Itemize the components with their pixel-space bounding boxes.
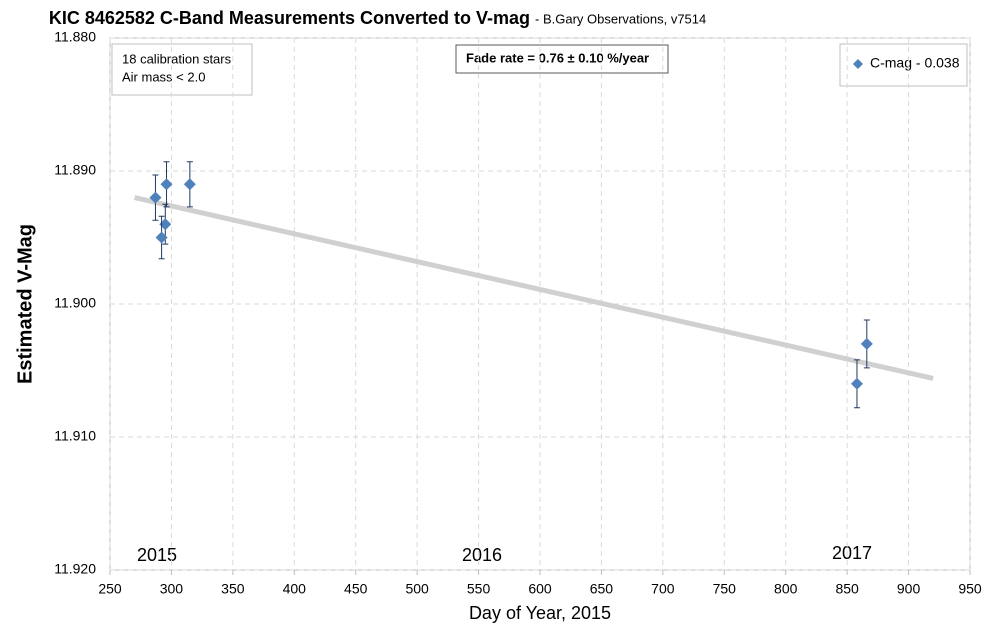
annotation: Air mass < 2.0 — [122, 69, 205, 84]
x-tick-label: 700 — [651, 581, 675, 597]
x-tick-label: 300 — [160, 581, 184, 597]
x-tick-label: 800 — [774, 581, 798, 597]
x-tick-label: 550 — [467, 581, 491, 597]
x-tick-label: 250 — [98, 581, 122, 597]
x-tick-label: 450 — [344, 581, 368, 597]
y-tick-label: 11.890 — [54, 162, 96, 178]
point — [860, 337, 873, 350]
legend-label: C-mag - 0.038 — [870, 55, 960, 71]
x-tick-label: 500 — [405, 581, 429, 597]
annotation: 2017 — [832, 543, 872, 563]
chart-subtitle: - B.Gary Observations, v7514 — [535, 11, 706, 26]
x-tick-label: 400 — [283, 581, 307, 597]
annotation: Fade rate = 0.76 ± 0.10 %/year — [466, 50, 649, 65]
point — [160, 178, 173, 191]
legend-marker — [853, 59, 863, 69]
annotation: 2015 — [137, 545, 177, 565]
point — [149, 191, 162, 204]
point — [850, 377, 863, 390]
note-box — [111, 43, 253, 96]
x-tick-label: 950 — [958, 581, 982, 597]
chart-title: KIC 8462582 C-Band Measurements Converte… — [49, 8, 530, 28]
y-tick-label: 11.880 — [54, 29, 96, 45]
fade-box — [455, 44, 669, 74]
point — [155, 231, 168, 244]
x-tick-label: 650 — [590, 581, 614, 597]
y-axis-label: Estimated V-Mag — [14, 224, 36, 384]
point — [183, 178, 196, 191]
x-tick-label: 750 — [713, 581, 737, 597]
trend-line — [134, 195, 934, 381]
x-tick-label: 600 — [528, 581, 552, 597]
y-tick-label: 11.920 — [54, 561, 96, 577]
annotation: 18 calibration stars — [122, 51, 232, 66]
x-axis-label: Day of Year, 2015 — [469, 603, 611, 623]
y-tick-label: 11.910 — [54, 428, 96, 444]
y-tick-label: 11.900 — [54, 295, 96, 311]
x-tick-label: 900 — [897, 581, 921, 597]
annotation: 2016 — [462, 545, 502, 565]
x-tick-label: 850 — [835, 581, 859, 597]
x-tick-label: 350 — [221, 581, 245, 597]
point — [159, 218, 172, 231]
